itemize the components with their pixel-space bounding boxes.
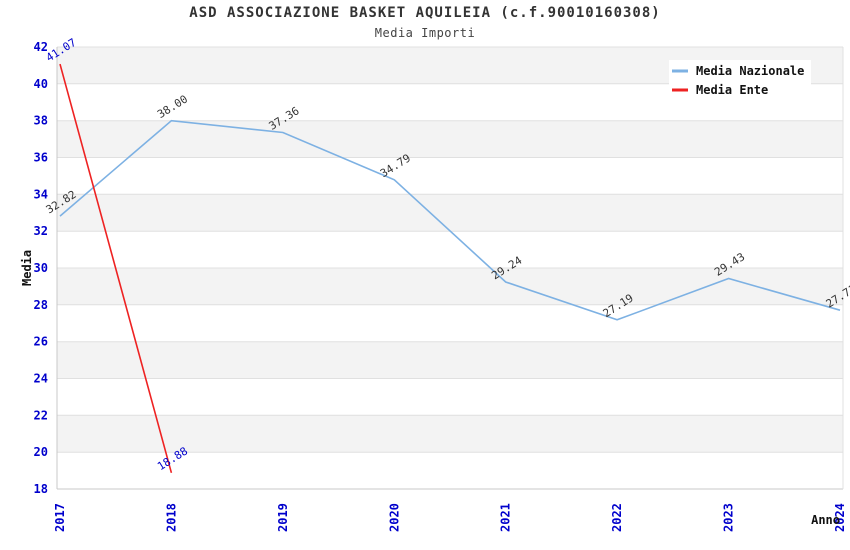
plot-band: [57, 304, 843, 342]
plot-band: [57, 268, 843, 305]
y-axis-tick-label: 40: [34, 77, 48, 91]
plot-band: [57, 120, 843, 158]
y-axis-tick-label: 34: [34, 187, 48, 201]
plot-band: [57, 231, 843, 268]
x-axis-tick-label: 2020: [387, 503, 401, 532]
x-axis-tick-label: 2018: [164, 503, 178, 532]
y-axis-tick-label: 26: [34, 335, 48, 349]
y-axis-tick-label: 32: [34, 224, 48, 238]
y-axis-tick-label: 22: [34, 408, 48, 422]
y-axis-tick-label: 20: [34, 445, 48, 459]
chart-subtitle: Media Importi: [374, 26, 476, 40]
plot-band: [57, 194, 843, 232]
plot-band: [57, 341, 843, 379]
x-axis-tick-label: 2024: [833, 503, 847, 532]
y-axis-title: Media: [20, 250, 34, 286]
x-axis-tick-label: 2022: [610, 503, 624, 532]
y-axis-tick-label: 42: [34, 40, 48, 54]
x-axis-tick-label: 2021: [499, 503, 513, 532]
plot-band: [57, 415, 843, 453]
plot-band: [57, 157, 843, 195]
y-axis-tick-label: 30: [34, 261, 48, 275]
legend-label: Media Nazionale: [696, 64, 804, 78]
y-axis-tick-label: 28: [34, 298, 48, 312]
legend-label: Media Ente: [696, 83, 768, 97]
series-line-media-nazionale: [59, 119, 841, 321]
plot-band: [57, 452, 843, 489]
legend: Media Nazionale Media Ente: [669, 60, 811, 104]
y-axis-tick-label: 36: [34, 151, 48, 165]
x-axis-tick-label: 2019: [276, 503, 290, 532]
legend-box: [669, 60, 811, 104]
chart-title: ASD ASSOCIAZIONE BASKET AQUILEIA (c.f.90…: [189, 5, 661, 21]
y-axis-tick-label: 38: [34, 114, 48, 128]
x-axis-tick-label: 2017: [53, 503, 67, 532]
x-axis-tick-label: 2023: [722, 503, 736, 532]
plot-band: [57, 378, 843, 416]
series-line-media-ente: [59, 63, 173, 474]
y-axis-tick-label: 24: [34, 372, 48, 386]
x-axis-title: Anno: [811, 513, 840, 527]
y-axis-tick-label: 18: [34, 482, 48, 496]
